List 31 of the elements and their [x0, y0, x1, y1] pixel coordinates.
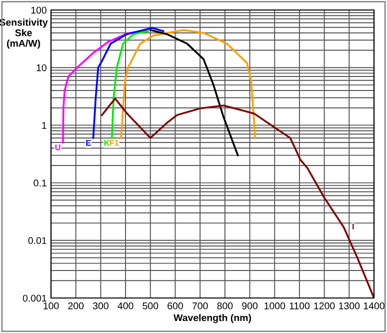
line-series	[110, 30, 150, 139]
y-tick-label: 0.001	[22, 294, 46, 302]
line-series	[92, 26, 164, 139]
x-tick-label: 700	[192, 302, 208, 310]
x-tick-label: 300	[92, 302, 108, 310]
series-label: U	[55, 144, 60, 150]
y-tick-label: 1	[42, 122, 46, 129]
x-tick-label: 600	[168, 302, 183, 310]
y-tick-label: 0.1	[34, 180, 46, 186]
line-series	[120, 29, 256, 139]
x-tick-label: 400	[118, 302, 134, 310]
x-tick-label: 500	[142, 302, 158, 310]
x-tick-label: 1000	[264, 302, 286, 310]
series-label: F1	[110, 140, 119, 146]
x-tick-label: 800	[217, 302, 233, 310]
y-tick-label: 0.01	[28, 237, 46, 244]
x-tick-label: 1200	[314, 302, 335, 310]
x-tick-label: 1100	[290, 302, 310, 310]
x-tick-label: 1300	[339, 302, 360, 310]
x-tick-label: 100	[44, 302, 59, 310]
y-axis-title: Sensitivity Ske (mA/W)	[0, 18, 48, 49]
line-series	[101, 98, 374, 298]
x-tick-label: 1400	[364, 302, 384, 310]
y-tick-label: 100	[31, 6, 46, 14]
x-tick-label: 200	[68, 302, 84, 310]
series-label: I	[352, 224, 354, 230]
x-tick-label: 900	[242, 302, 258, 310]
line-series	[149, 29, 239, 156]
x-axis-title: Wavelength (nm)	[174, 314, 251, 324]
series-label: E	[86, 140, 91, 146]
y-tick-label: 10	[36, 64, 46, 72]
